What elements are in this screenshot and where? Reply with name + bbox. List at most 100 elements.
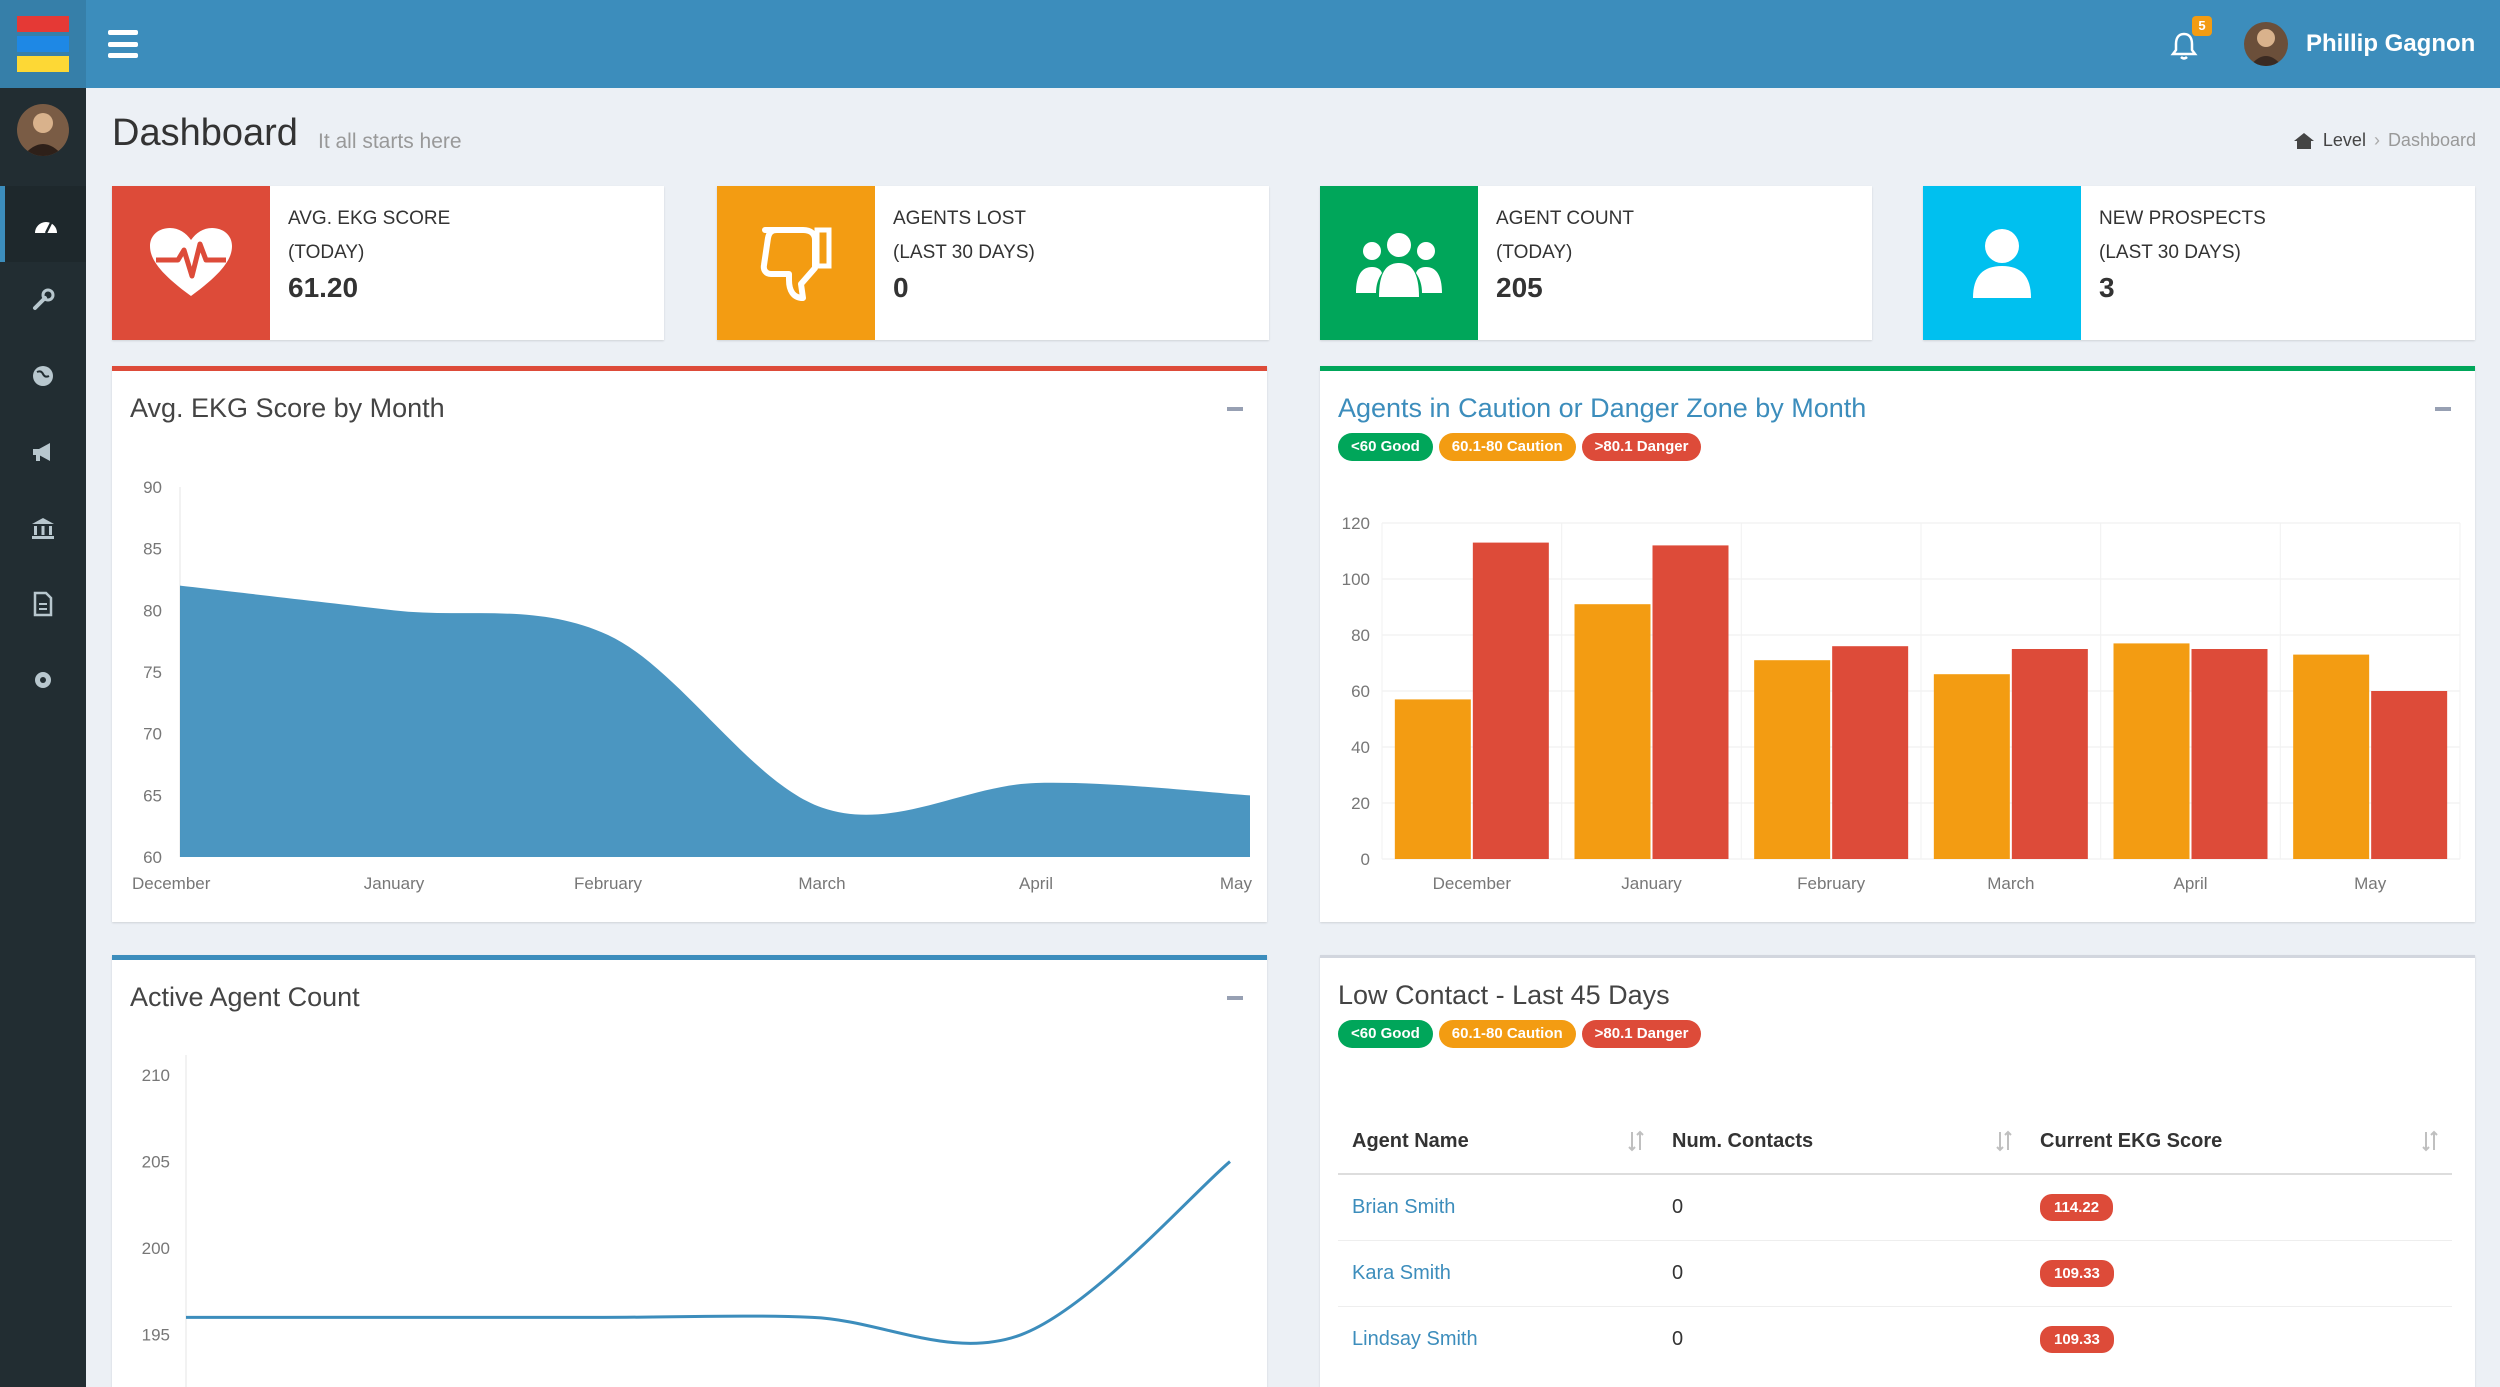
x-tick-label: February: [1797, 874, 1866, 893]
collapse-button[interactable]: [1227, 407, 1243, 411]
sidebar-item-bank[interactable]: [0, 490, 86, 566]
heartbeat-icon: [150, 228, 232, 296]
info-box-agent-count: AGENT COUNT (TODAY) 205: [1320, 186, 1872, 340]
y-tick-label: 205: [142, 1153, 170, 1172]
bar: [1933, 674, 2010, 859]
legend-pill-danger: >80.1 Danger: [1581, 1020, 1702, 1048]
bar: [2011, 649, 2088, 859]
column-header-agent-name[interactable]: Agent Name: [1338, 1110, 1658, 1175]
info-label-line1: AGENT COUNT: [1496, 208, 1634, 229]
top-navbar: 5 Phillip Gagnon: [0, 0, 2500, 88]
cell-num-contacts: 0: [1658, 1173, 2026, 1240]
breadcrumb: Level › Dashboard: [2293, 130, 2476, 151]
sort-icon[interactable]: [2422, 1130, 2438, 1152]
hamburger-bar: [108, 41, 138, 47]
breadcrumb-separator: ›: [2373, 130, 2380, 150]
collapse-button[interactable]: [2435, 407, 2451, 411]
sidebar-item-globe[interactable]: [0, 338, 86, 414]
y-tick-label: 65: [143, 786, 162, 805]
globe-icon: [33, 366, 53, 386]
y-tick-label: 85: [143, 540, 162, 559]
collapse-button[interactable]: [1227, 996, 1243, 1000]
wrench-icon: [33, 288, 55, 310]
score-badge: 114.22: [2040, 1193, 2114, 1221]
sort-icon[interactable]: [1628, 1130, 1644, 1152]
x-tick-label: February: [574, 874, 643, 893]
bar: [2113, 643, 2190, 859]
info-box-avg-ekg: AVG. EKG SCORE (TODAY) 61.20: [112, 186, 664, 340]
info-label-line2: (TODAY): [288, 242, 365, 263]
sidebar-item-campaigns[interactable]: [0, 414, 86, 490]
info-label-line1: AGENTS LOST: [893, 208, 1027, 229]
y-tick-label: 195: [142, 1326, 170, 1345]
sidebar-item-settings[interactable]: [0, 642, 86, 718]
box-title: Active Agent Count: [130, 982, 360, 1012]
app-logo[interactable]: [0, 0, 86, 88]
info-label: AVG. EKG SCORE (TODAY): [288, 202, 450, 270]
x-tick-label: March: [1987, 874, 2034, 893]
hamburger-bar: [108, 30, 138, 35]
info-value: 61.20: [288, 272, 359, 303]
info-icon-bg: [112, 186, 270, 340]
sidebar-item-dashboard[interactable]: [0, 186, 86, 262]
logo-stripe-red: [17, 16, 69, 32]
y-tick-label: 60: [1351, 682, 1370, 701]
score-badge: 109.33: [2040, 1259, 2114, 1287]
home-icon[interactable]: [2293, 132, 2315, 150]
box-title: Low Contact - Last 45 Days: [1338, 980, 1670, 1010]
info-label: AGENT COUNT (TODAY): [1496, 202, 1634, 270]
active-agent-box: Active Agent Count 195 200 205 210: [112, 955, 1267, 1387]
sidebar-item-tools[interactable]: [0, 262, 86, 338]
document-icon: [33, 591, 53, 617]
line-series: [185, 1160, 1231, 1345]
table-row: Kara Smith 0 109.33: [1338, 1239, 2452, 1306]
sidebar-toggle-button[interactable]: [108, 30, 138, 58]
y-tick-label: 200: [142, 1239, 170, 1258]
x-tick-label: December: [1433, 874, 1512, 893]
user-avatar[interactable]: [2244, 22, 2288, 66]
y-tick-label: 60: [143, 848, 162, 867]
column-header-ekg-score[interactable]: Current EKG Score: [2026, 1110, 2452, 1175]
logo-stripe-blue: [17, 36, 69, 52]
info-value: 205: [1496, 272, 1543, 303]
cell-ekg-score: 114.22: [2026, 1173, 2452, 1240]
agent-link[interactable]: Kara Smith: [1352, 1261, 1451, 1284]
legend-pills: <60 Good 60.1-80 Caution >80.1 Danger: [1338, 433, 1707, 461]
x-tick-label: March: [798, 874, 845, 893]
dashboard-icon: [34, 222, 57, 234]
y-tick-label: 100: [1342, 570, 1370, 589]
hamburger-bar: [108, 53, 138, 58]
bar: [2191, 649, 2268, 859]
box-title: Avg. EKG Score by Month: [130, 393, 445, 423]
agent-link[interactable]: Brian Smith: [1352, 1195, 1456, 1218]
sidebar-item-reports[interactable]: [0, 566, 86, 642]
column-header-label: Agent Name: [1352, 1130, 1469, 1152]
breadcrumb-level-link[interactable]: Level: [2322, 130, 2366, 150]
agents-zone-bar-chart: 0 20 40 60 80 100 120 December January February Ma…: [1342, 514, 2461, 893]
sort-icon[interactable]: [1996, 1130, 2012, 1152]
legend-pill-danger: >80.1 Danger: [1581, 433, 1702, 461]
bullhorn-icon: [33, 443, 50, 461]
cell-num-contacts: 0: [1658, 1305, 2026, 1372]
legend-pill-caution: 60.1-80 Caution: [1438, 433, 1576, 461]
user-name[interactable]: Phillip Gagnon: [2306, 30, 2476, 57]
y-tick-label: 80: [1351, 626, 1370, 645]
bell-icon[interactable]: [2166, 28, 2202, 64]
avg-ekg-area-chart: 60 65 70 75 80 85 90 December January February Mar…: [132, 478, 1253, 893]
x-tick-label: April: [1019, 874, 1053, 893]
x-tick-label: May: [2354, 874, 2387, 893]
y-tick-label: 40: [1351, 738, 1370, 757]
info-box-new-prospects: NEW PROSPECTS (LAST 30 DAYS) 3: [1923, 186, 2475, 340]
info-label: NEW PROSPECTS (LAST 30 DAYS): [2099, 202, 2266, 270]
y-tick-label: 20: [1351, 794, 1370, 813]
bar: [1394, 699, 1471, 859]
y-tick-label: 120: [1342, 514, 1370, 533]
sidebar: [0, 88, 86, 1387]
avg-ekg-box: Avg. EKG Score by Month 60 65 70 75 80 85 90 De…: [112, 366, 1267, 922]
info-value: 0: [893, 272, 909, 303]
x-tick-label: May: [1220, 874, 1253, 893]
table-header-row: Agent Name Num. Contacts Current EKG Sco…: [1338, 1110, 2452, 1175]
column-header-num-contacts[interactable]: Num. Contacts: [1658, 1110, 2026, 1175]
x-tick-label: April: [2173, 874, 2207, 893]
agent-link[interactable]: Lindsay Smith: [1352, 1327, 1478, 1350]
